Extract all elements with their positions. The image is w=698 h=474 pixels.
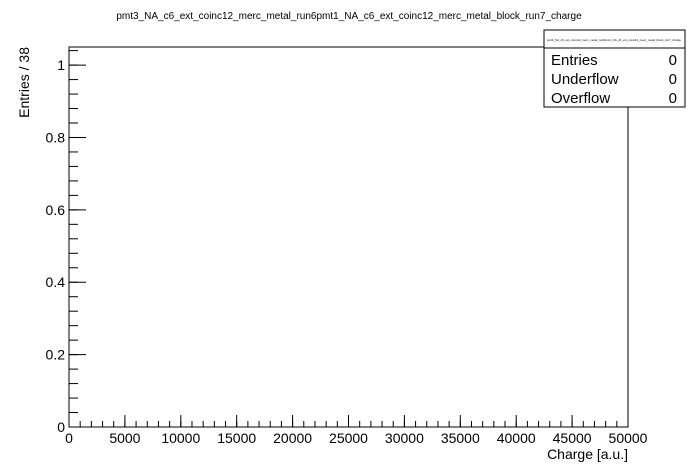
- stats-overflow-value: 0: [669, 90, 677, 107]
- x-tick-label: 20000: [273, 430, 312, 446]
- y-tick-label: 0.6: [46, 202, 66, 218]
- chart-title: pmt3_NA_c6_ext_coinc12_merc_metal_run6pm…: [116, 11, 582, 22]
- y-axis-ticks: 0 0.2 0.4 0.6 0.8 1: [46, 57, 86, 435]
- stats-entries-value: 0: [669, 52, 677, 69]
- stats-entries-label: Entries: [551, 52, 598, 69]
- stats-box-frame: [543, 29, 686, 108]
- x-tick-label: 15000: [217, 430, 256, 446]
- y-tick-label: 0.4: [46, 274, 66, 290]
- y-axis-title: Entries / 38: [16, 47, 32, 118]
- y-tick-label: 1: [57, 57, 65, 73]
- x-tick-label: 5000: [109, 430, 140, 446]
- y-tick-label: 0.8: [46, 129, 66, 145]
- x-tick-label: 45000: [553, 430, 592, 446]
- x-axis-title: Charge [a.u.]: [547, 446, 628, 462]
- stats-overflow-label: Overflow: [551, 90, 610, 107]
- x-tick-label: 50000: [609, 430, 648, 446]
- stats-underflow-label: Underflow: [551, 71, 619, 88]
- x-tick-label: 10000: [161, 430, 200, 446]
- stats-box-header: pmt3_NA_c6_ext_coinc12_merc_metal_run6pm…: [547, 38, 681, 42]
- x-tick-label: 35000: [441, 430, 480, 446]
- x-tick-label: 40000: [497, 430, 536, 446]
- x-tick-label: 25000: [329, 430, 368, 446]
- stats-box: pmt3_NA_c6_ext_coinc12_merc_metal_run6pm…: [543, 29, 686, 108]
- y-minor-ticks: [69, 50, 78, 428]
- y-tick-label: 0.2: [46, 347, 66, 363]
- x-tick-label: 30000: [385, 430, 424, 446]
- y-tick-label: 0: [57, 419, 65, 435]
- x-axis-ticks: 0 5000 10000 15000 20000 25000 30000 35000 40000…: [65, 415, 648, 446]
- stats-underflow-value: 0: [669, 71, 677, 88]
- x-tick-label: 0: [65, 430, 73, 446]
